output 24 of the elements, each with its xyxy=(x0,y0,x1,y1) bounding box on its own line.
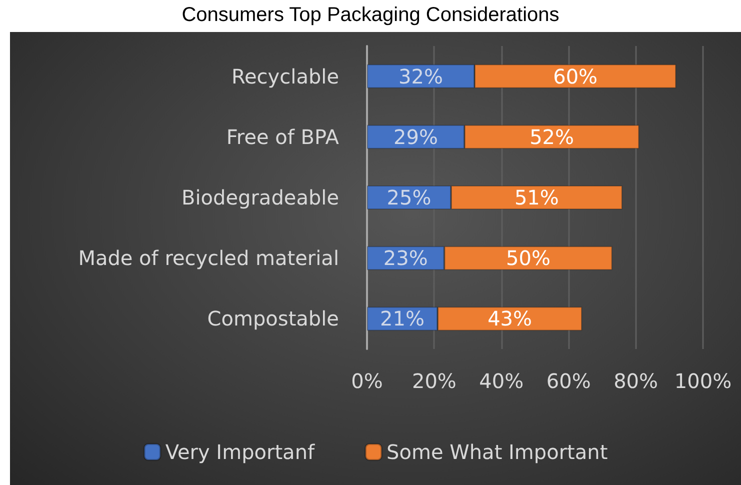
data-label: 29% xyxy=(393,124,438,149)
data-label: 51% xyxy=(514,186,559,210)
data-label: 50% xyxy=(506,246,551,270)
y-tick-label: Free of BPA xyxy=(226,124,340,149)
y-tick-label: Biodegradeable xyxy=(182,186,339,210)
data-label: 23% xyxy=(383,246,428,270)
x-tick-label: 100% xyxy=(674,369,732,393)
data-label: 52% xyxy=(530,124,574,149)
data-label: 25% xyxy=(386,186,432,210)
data-label: 21% xyxy=(380,306,425,331)
data-label: 60% xyxy=(553,64,598,88)
data-label: 32% xyxy=(398,64,443,88)
x-tick-label: 40% xyxy=(479,369,524,393)
y-tick-label: Recyclable xyxy=(232,64,339,88)
x-tick-label: 20% xyxy=(412,369,456,393)
chart-title: Consumers Top Packaging Considerations xyxy=(180,3,560,28)
x-tick-label: 0% xyxy=(351,369,383,393)
data-label: 43% xyxy=(488,306,532,331)
legend-label: Some What Important xyxy=(386,440,608,464)
legend-label: Very Importanf xyxy=(165,440,316,464)
x-tick-label: 60% xyxy=(546,369,591,393)
y-tick-label: Compostable xyxy=(207,306,339,331)
y-tick-label: Made of recycled material xyxy=(78,246,339,270)
x-tick-label: 80% xyxy=(614,369,658,393)
